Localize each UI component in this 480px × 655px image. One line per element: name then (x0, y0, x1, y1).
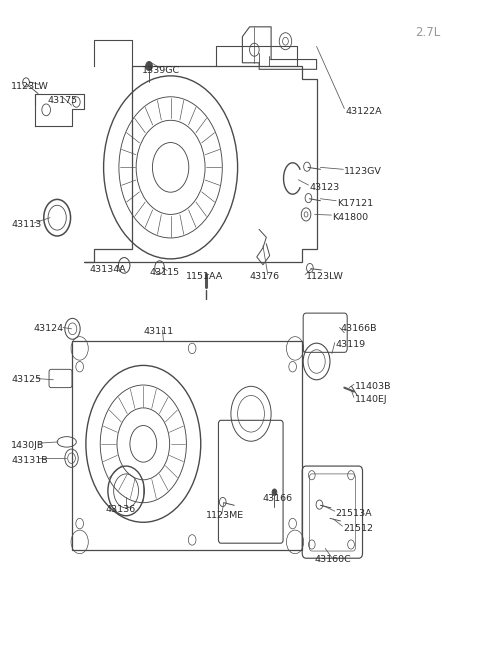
Text: 1123ME: 1123ME (205, 512, 244, 520)
Text: K17121: K17121 (337, 199, 373, 208)
Text: 43111: 43111 (144, 327, 173, 336)
Text: 1339GC: 1339GC (142, 66, 180, 75)
Text: 21513A: 21513A (336, 510, 372, 518)
Text: 43136: 43136 (105, 505, 135, 514)
Text: 43125: 43125 (11, 375, 41, 384)
Text: 43134A: 43134A (89, 265, 126, 274)
Text: 43119: 43119 (336, 340, 366, 349)
Text: 43115: 43115 (149, 268, 179, 277)
Text: 1123LW: 1123LW (306, 272, 344, 281)
Text: 43113: 43113 (11, 219, 41, 229)
Circle shape (272, 489, 277, 495)
Text: 43123: 43123 (310, 183, 340, 192)
Text: K41800: K41800 (332, 213, 369, 222)
Text: 1140EJ: 1140EJ (355, 395, 387, 404)
Text: 43160C: 43160C (315, 555, 351, 564)
Text: 43166B: 43166B (340, 324, 377, 333)
Text: 11403B: 11403B (355, 382, 391, 391)
Text: 1123GV: 1123GV (344, 168, 382, 176)
Text: 43176: 43176 (250, 272, 280, 281)
Text: 43175: 43175 (48, 96, 78, 105)
Text: 1151AA: 1151AA (186, 272, 224, 281)
Text: 1123LW: 1123LW (11, 83, 49, 92)
Text: 43122A: 43122A (345, 107, 382, 117)
Text: 21512: 21512 (343, 523, 373, 533)
Text: 43124: 43124 (33, 324, 63, 333)
Text: 43166: 43166 (263, 495, 293, 503)
Circle shape (146, 62, 153, 71)
Text: 43131B: 43131B (11, 457, 48, 465)
Text: 2.7L: 2.7L (415, 26, 440, 39)
Text: 1430JB: 1430JB (11, 441, 45, 449)
